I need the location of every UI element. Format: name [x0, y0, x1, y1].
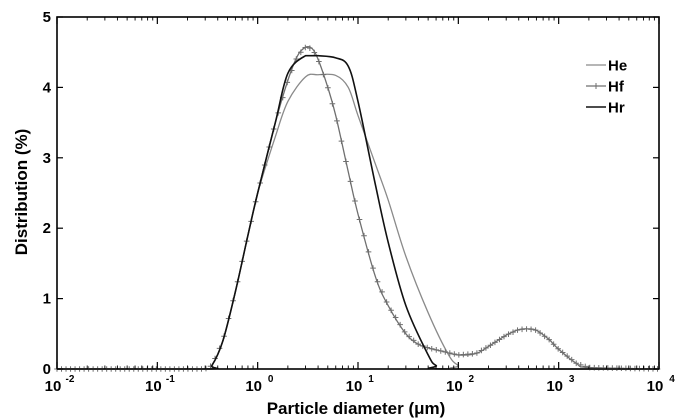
- x-tick-label: 10: [446, 378, 463, 395]
- series-marker-hf: [573, 360, 580, 367]
- y-tick-label: 2: [43, 220, 51, 237]
- series-marker-hf: [528, 326, 534, 333]
- series-marker-hf: [451, 351, 458, 357]
- series-marker-hf: [541, 333, 548, 340]
- series-marker-hf: [302, 44, 309, 51]
- series-marker-hf: [555, 345, 561, 352]
- y-tick-label: 4: [43, 79, 52, 96]
- x-tick-label: 10: [546, 378, 563, 395]
- series-marker-hf: [447, 350, 453, 356]
- x-tick-exponent: 4: [669, 374, 675, 385]
- series-marker-hf: [537, 330, 543, 336]
- series-marker-hf: [546, 336, 552, 343]
- series-marker-hf: [298, 49, 304, 56]
- y-tick-label: 1: [43, 291, 51, 308]
- x-tick-label: 10: [145, 378, 162, 395]
- x-tick-label: 10: [45, 378, 62, 395]
- series-marker-hf: [320, 71, 327, 78]
- legend-label-hf: Hf: [608, 79, 625, 96]
- series-marker-hf: [577, 362, 584, 368]
- legend-label-he: He: [608, 58, 627, 75]
- series-marker-hf: [334, 118, 340, 124]
- x-axis-title: Particle diameter (μm): [267, 399, 446, 418]
- series-marker-hf: [343, 158, 349, 165]
- series-marker-hf: [428, 345, 435, 352]
- series-marker-hf: [370, 265, 376, 271]
- series-marker-hf: [397, 321, 403, 328]
- series-marker-hf: [501, 333, 507, 340]
- series-marker-hf: [564, 353, 570, 359]
- x-tick-label: 10: [346, 378, 363, 395]
- series-marker-hf: [487, 342, 494, 349]
- legend: He Hf Hr: [586, 58, 627, 117]
- series-marker-hf: [365, 249, 372, 255]
- series-marker-hf: [325, 84, 331, 91]
- series-layer: [54, 44, 661, 372]
- series-marker-hf: [374, 278, 381, 285]
- series-marker-hf: [478, 347, 485, 354]
- series-marker-hf: [410, 337, 417, 344]
- x-tick-exponent: -2: [66, 374, 75, 385]
- series-marker-hf: [415, 341, 421, 347]
- legend-label-hr: Hr: [608, 100, 625, 117]
- series-marker-hf: [388, 307, 394, 314]
- series-marker-hf: [568, 356, 575, 363]
- series-marker-hf: [437, 348, 444, 354]
- series-marker-hf: [361, 232, 367, 239]
- x-tick-exponent: 0: [268, 374, 274, 385]
- series-marker-hf: [406, 333, 412, 340]
- series-marker-hf: [347, 178, 354, 185]
- series-marker-hf: [307, 45, 313, 51]
- x-tick-exponent: 2: [469, 374, 475, 385]
- series-marker-hf: [550, 341, 557, 348]
- y-axis-title: Distribution (%): [12, 129, 31, 256]
- series-marker-hf: [483, 345, 489, 351]
- series-marker-hf: [329, 100, 336, 107]
- series-marker-hf: [379, 289, 385, 295]
- y-tick-label: 3: [43, 150, 51, 167]
- series-marker-hf: [316, 58, 322, 65]
- series-marker-hf: [311, 49, 318, 56]
- series-marker-hf: [442, 349, 449, 355]
- x-tick-exponent: 3: [569, 374, 575, 385]
- series-marker-hf: [559, 349, 566, 356]
- series-marker-hf: [352, 198, 358, 204]
- series-marker-hf: [496, 336, 503, 343]
- series-marker-hf: [474, 350, 480, 356]
- series-marker-hf: [505, 331, 512, 337]
- series-marker-hf: [383, 299, 390, 305]
- x-tick-label: 10: [245, 378, 262, 395]
- series-marker-hf: [469, 351, 476, 357]
- y-tick-label: 0: [43, 361, 51, 378]
- series-line-hr: [57, 54, 659, 370]
- series-marker-hf: [433, 347, 440, 353]
- series-marker-hf: [338, 138, 345, 144]
- series-marker-hf: [510, 329, 516, 335]
- x-tick-exponent: 1: [368, 374, 374, 385]
- series-marker-hf: [356, 216, 363, 223]
- series-marker-hf: [492, 339, 498, 346]
- y-tick-label: 5: [43, 9, 51, 26]
- x-tick-label: 10: [647, 378, 664, 395]
- series-marker-hf: [401, 329, 408, 335]
- series-marker-hf: [392, 314, 399, 321]
- series-marker-hf: [532, 327, 539, 333]
- series-marker-hf: [424, 344, 431, 351]
- legend-marker-hf: [593, 83, 599, 89]
- series-marker-hf: [514, 327, 521, 333]
- x-tick-exponent: -1: [166, 374, 175, 385]
